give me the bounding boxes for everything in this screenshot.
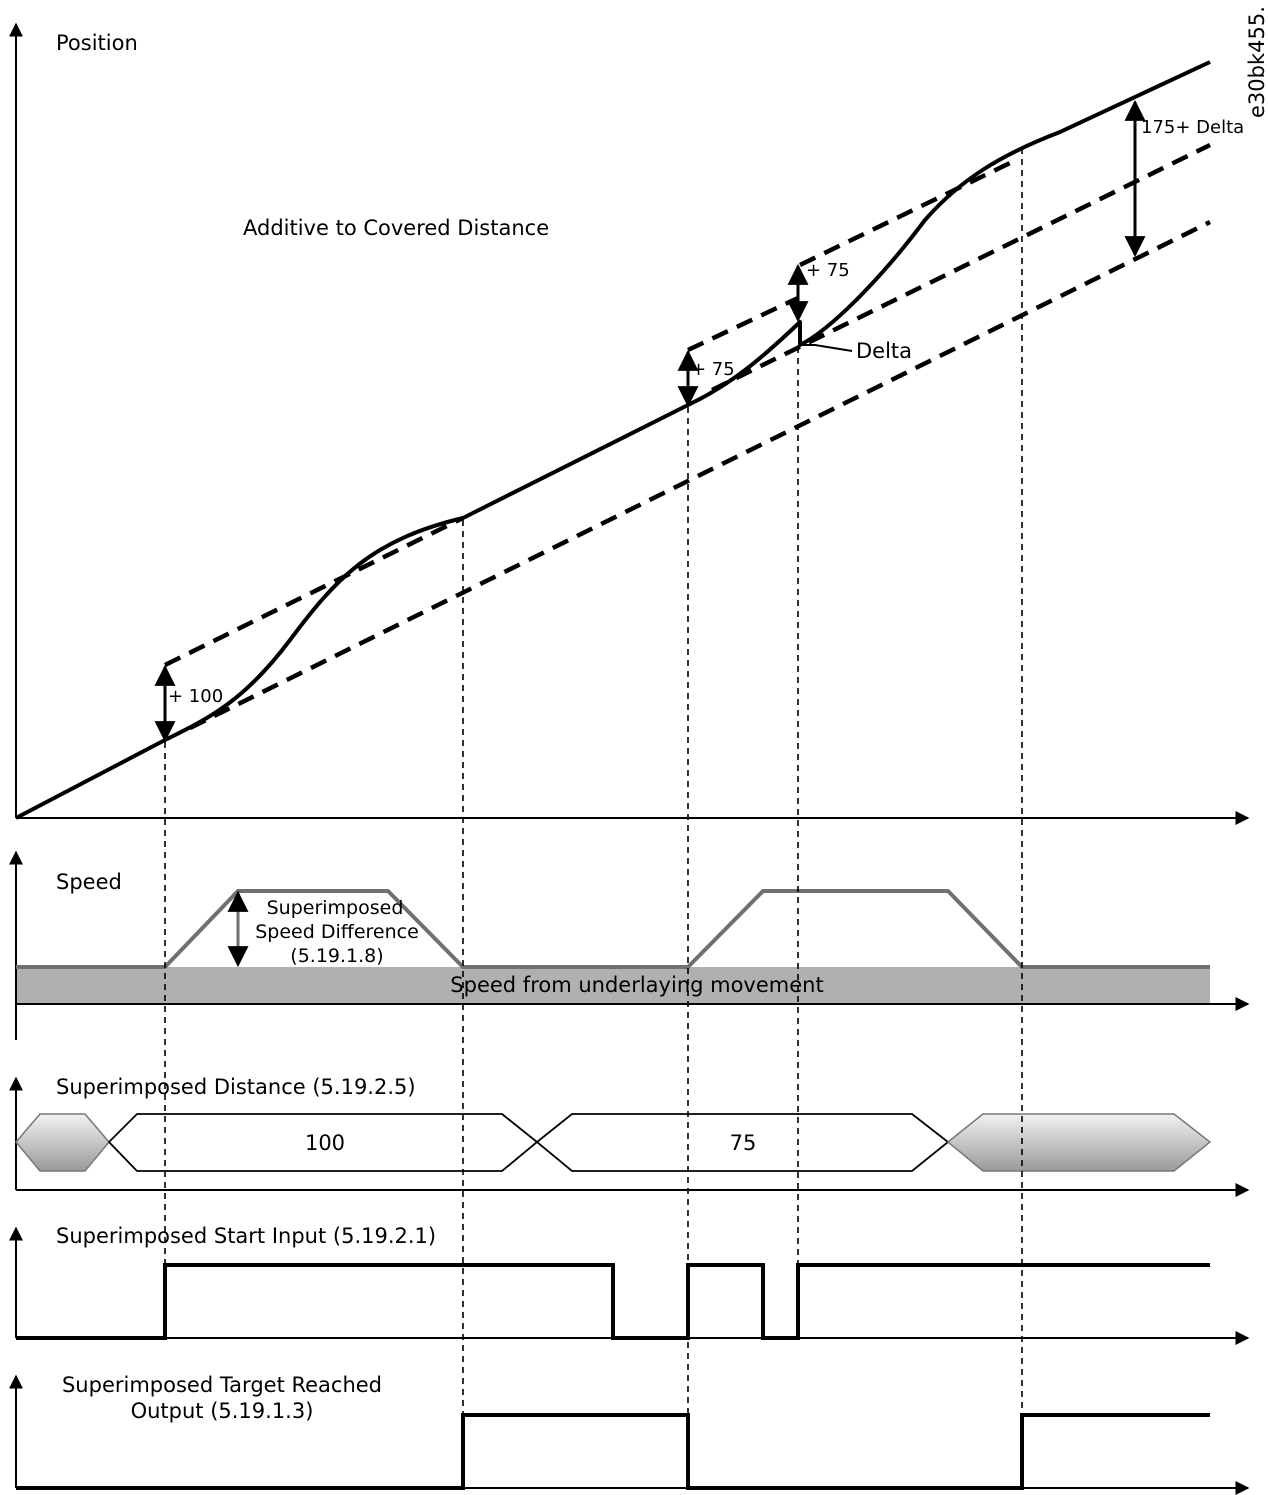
distance-segment-idle-1 [15, 1113, 110, 1172]
target-axis-label-2: Output (5.19.1.3) [131, 1399, 314, 1423]
base-speed-label: Speed from underlaying movement [450, 973, 823, 997]
position-axis-label: Position [56, 31, 138, 55]
step-label-2: + 75 [691, 359, 735, 380]
distance-value-1: 100 [305, 1131, 345, 1155]
start-axis-label: Superimposed Start Input (5.19.2.1) [56, 1224, 436, 1248]
speed-axis-label: Speed [56, 870, 122, 894]
position-plot: Position Additive to Covered Distance + … [9, 22, 1250, 825]
start-input-plot: Superimposed Start Input (5.19.2.1) [9, 1224, 1250, 1345]
target-reached-plot: Superimposed Target Reached Output (5.19… [9, 1373, 1250, 1495]
step-label-1: + 100 [168, 686, 223, 707]
timing-guides [164, 148, 1023, 1415]
distance-segment-idle-2 [946, 1113, 1212, 1172]
offset-line-4 [799, 160, 1011, 268]
delta-leader [800, 344, 853, 352]
speed-plot: Speed Speed from underlaying movement Su… [9, 850, 1250, 1040]
mode-label: Additive to Covered Distance [243, 216, 549, 240]
base-speed-band [16, 967, 1210, 1004]
target-signal [16, 1413, 1210, 1490]
speed-diff-label-3: (5.19.1.8) [290, 945, 383, 967]
delta-label: Delta [856, 339, 912, 363]
target-axis-label-1: Superimposed Target Reached [62, 1373, 382, 1397]
speed-diff-label-2: Speed Difference [255, 921, 419, 943]
start-signal [16, 1263, 1210, 1340]
position-curve [15, 60, 1211, 820]
offset-line-1 [164, 515, 464, 668]
step-label-3: + 75 [806, 260, 850, 281]
distance-axis-label: Superimposed Distance (5.19.2.5) [56, 1075, 416, 1099]
distance-value-2: 75 [730, 1131, 757, 1155]
speed-profile [16, 889, 1210, 969]
figure-code: e30bk455. [1245, 6, 1268, 118]
offset-line-3 [687, 295, 799, 353]
speed-diff-label-1: Superimposed [267, 897, 404, 919]
total-label: 175+ Delta [1141, 117, 1244, 138]
distance-plot: Superimposed Distance (5.19.2.5) 100 75 [9, 1075, 1250, 1197]
base-movement-line [189, 219, 1211, 731]
